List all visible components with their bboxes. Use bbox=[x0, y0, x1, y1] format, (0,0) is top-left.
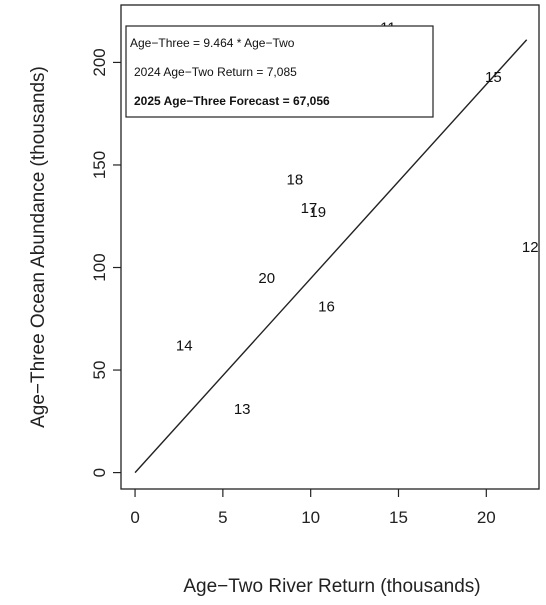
legend-line-forecast: 2025 Age−Three Forecast = 67,056 bbox=[134, 94, 330, 108]
x-axis-title: Age−Two River Return (thousands) bbox=[183, 576, 480, 597]
points-group: 11121314151617181920 bbox=[176, 20, 539, 418]
fit-line bbox=[134, 39, 528, 474]
plot-area bbox=[120, 4, 540, 490]
x-tick-label: 10 bbox=[301, 508, 320, 527]
data-point-label: 12 bbox=[522, 239, 539, 256]
data-point-label: 15 bbox=[485, 69, 502, 86]
y-tick-label: 0 bbox=[90, 468, 109, 477]
y-tick-label: 100 bbox=[90, 253, 109, 281]
data-point-label: 18 bbox=[287, 171, 304, 188]
data-point-label: 13 bbox=[234, 401, 251, 418]
legend-line-equation: Age−Three = 9.464 * Age−Two bbox=[130, 36, 295, 50]
data-point-label: 16 bbox=[318, 298, 335, 315]
data-point-label: 19 bbox=[309, 204, 326, 221]
data-point-label: 17 bbox=[301, 200, 318, 217]
y-tick-label: 150 bbox=[90, 151, 109, 179]
x-axis: 0 5 10 15 20 bbox=[130, 489, 496, 527]
y-tick-label: 200 bbox=[90, 48, 109, 76]
data-point-label: 20 bbox=[258, 270, 275, 287]
x-tick-label: 15 bbox=[389, 508, 408, 527]
data-point-label: 14 bbox=[176, 337, 193, 354]
y-axis: 0 50 100 150 200 bbox=[90, 48, 121, 477]
legend: Age−Three = 9.464 * Age−Two 2024 Age−Two… bbox=[125, 25, 434, 118]
x-tick-label: 5 bbox=[218, 508, 227, 527]
legend-box bbox=[125, 25, 434, 118]
y-tick-label: 50 bbox=[90, 361, 109, 380]
x-tick-label: 0 bbox=[130, 508, 139, 527]
x-tick-label: 20 bbox=[477, 508, 496, 527]
y-axis-title: Age−Three Ocean Abundance (thousands) bbox=[28, 66, 49, 428]
legend-line-return: 2024 Age−Two Return = 7,085 bbox=[134, 65, 297, 79]
fit-line-group bbox=[134, 39, 528, 474]
